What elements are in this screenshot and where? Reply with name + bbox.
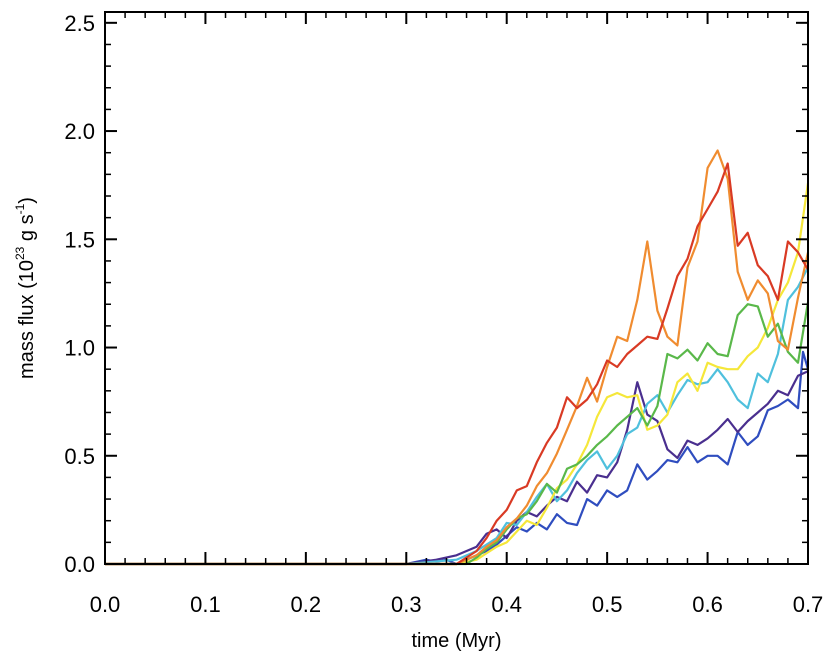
y-tick-label: 0.0	[64, 552, 95, 577]
y-tick-label: 2.5	[64, 11, 95, 36]
series-line-4	[105, 182, 810, 566]
x-tick-label: 0.3	[391, 592, 422, 617]
y-axis-label-exponent: 23	[13, 246, 27, 260]
x-tick-label: 0.4	[491, 592, 522, 617]
y-axis-label-close: )	[16, 197, 38, 204]
series-line-3	[105, 266, 809, 566]
y-tick-label: 1.5	[64, 227, 95, 252]
series-line-2	[105, 370, 809, 566]
x-tick-label: 0.5	[592, 592, 623, 617]
y-axis: 0.0 0.5 1.0 1.5 2.0 2.5	[64, 11, 808, 577]
y-tick-label: 1.0	[64, 336, 95, 361]
x-tick-label: 0.2	[291, 592, 322, 617]
series-line-7	[105, 162, 809, 566]
series-line-6	[105, 149, 810, 566]
series-line-5	[105, 301, 810, 566]
x-tick-label: 0.0	[90, 592, 121, 617]
y-tick-label: 0.5	[64, 444, 95, 469]
x-axis-label: time (Myr)	[412, 630, 502, 652]
series-layer	[105, 149, 810, 566]
y-axis-label-unit-exponent: -1	[13, 203, 27, 214]
y-axis-label-unit: g s	[16, 214, 38, 246]
plot-frame	[104, 11, 809, 565]
y-axis-label: mass flux (1023 g s-1)	[13, 197, 38, 379]
x-tick-label: 0.7	[793, 592, 824, 617]
y-tick-label: 2.0	[64, 119, 95, 144]
x-axis: 0.0 0.1 0.2 0.3 0.4 0.5 0.6 0.7	[90, 12, 824, 617]
y-axis-label-main: mass flux (10	[16, 260, 38, 379]
x-tick-label: 0.1	[190, 592, 221, 617]
x-tick-label: 0.6	[692, 592, 723, 617]
